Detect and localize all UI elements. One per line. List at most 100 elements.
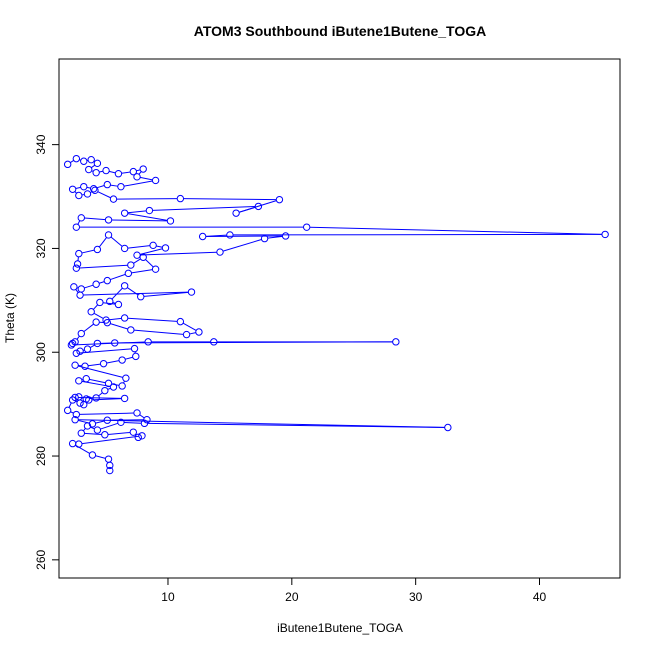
data-point bbox=[104, 216, 113, 224]
series-segment bbox=[110, 273, 126, 281]
data-point bbox=[302, 223, 311, 231]
series-segment bbox=[70, 411, 74, 414]
data-point bbox=[210, 338, 218, 346]
data-point bbox=[120, 209, 129, 217]
data-point bbox=[120, 244, 129, 253]
data-point bbox=[137, 293, 145, 301]
data-point bbox=[73, 260, 82, 268]
series-segment bbox=[107, 431, 131, 435]
y-tick-label: 280 bbox=[34, 446, 48, 466]
data-point bbox=[68, 396, 77, 404]
data-point bbox=[139, 165, 147, 173]
data-point bbox=[122, 374, 130, 382]
data-point bbox=[72, 410, 81, 419]
x-tick-label: 10 bbox=[161, 590, 175, 604]
data-point bbox=[101, 431, 109, 439]
data-point bbox=[151, 265, 160, 273]
plot-frame bbox=[58, 58, 621, 579]
y-tick-label: 300 bbox=[34, 342, 48, 362]
series-segment bbox=[143, 291, 189, 297]
data-point bbox=[72, 349, 81, 357]
data-point bbox=[106, 461, 114, 470]
data-point bbox=[118, 382, 126, 390]
data-point bbox=[88, 451, 97, 459]
series-segment bbox=[81, 249, 95, 254]
data-point bbox=[80, 182, 88, 191]
series-segment bbox=[84, 284, 94, 289]
data-point bbox=[120, 314, 129, 322]
series-segment bbox=[127, 287, 139, 296]
data-point bbox=[72, 264, 81, 272]
data-point bbox=[198, 232, 207, 241]
data-point bbox=[63, 406, 72, 415]
data-point bbox=[120, 282, 129, 290]
data-point bbox=[166, 217, 175, 225]
series-segment bbox=[111, 287, 123, 300]
series-segment bbox=[79, 264, 128, 269]
series-line bbox=[68, 159, 602, 459]
data-point bbox=[134, 433, 142, 442]
data-point bbox=[151, 176, 160, 185]
data-point bbox=[93, 339, 102, 348]
data-point bbox=[68, 339, 77, 348]
data-point bbox=[103, 318, 111, 327]
data-point bbox=[129, 428, 138, 436]
series-segment bbox=[127, 245, 150, 249]
data-point bbox=[601, 230, 609, 239]
data-point bbox=[114, 300, 123, 309]
data-point bbox=[77, 429, 85, 437]
data-point bbox=[82, 375, 90, 383]
series-segment bbox=[147, 422, 445, 428]
series-segment bbox=[82, 428, 86, 432]
series-segment bbox=[93, 304, 99, 310]
series-segment bbox=[79, 412, 134, 415]
y-axis: 260 280 300 320 340 bbox=[34, 134, 59, 570]
series-segment bbox=[96, 185, 105, 189]
series-segment bbox=[111, 219, 168, 222]
series-segment bbox=[117, 341, 393, 344]
series-segment bbox=[267, 235, 283, 239]
x-tick-label: 40 bbox=[533, 590, 547, 604]
data-point bbox=[87, 308, 95, 316]
data-point bbox=[392, 338, 400, 346]
series-segment bbox=[81, 435, 139, 445]
data-point bbox=[101, 386, 109, 395]
series-segment bbox=[133, 258, 141, 264]
series-segment bbox=[156, 245, 163, 248]
series-segment bbox=[84, 432, 102, 436]
data-point bbox=[232, 209, 240, 217]
series-segment bbox=[125, 356, 133, 360]
data-point bbox=[226, 231, 234, 239]
series-segment bbox=[89, 378, 106, 384]
data-point bbox=[83, 422, 92, 430]
data-point bbox=[88, 420, 97, 428]
data-point bbox=[70, 283, 78, 291]
data-point bbox=[281, 232, 290, 240]
x-axis-label: iButene1Butene_TOGA bbox=[277, 621, 403, 635]
data-point bbox=[275, 195, 284, 204]
series-segment bbox=[140, 176, 153, 181]
data-point bbox=[143, 416, 151, 424]
series-segment bbox=[189, 332, 196, 335]
data-point bbox=[71, 393, 79, 402]
series-segment bbox=[136, 169, 141, 172]
data-point bbox=[75, 249, 83, 258]
data-point bbox=[120, 394, 129, 403]
series-segment bbox=[90, 426, 95, 430]
data-point bbox=[138, 432, 146, 440]
series-segment bbox=[138, 171, 142, 175]
series-segment bbox=[131, 269, 153, 274]
data-point bbox=[139, 253, 147, 261]
data-point bbox=[161, 244, 170, 252]
data-point bbox=[103, 416, 111, 424]
data-point bbox=[93, 426, 102, 434]
series-segment bbox=[75, 186, 81, 190]
data-point bbox=[182, 330, 191, 339]
data-point bbox=[103, 180, 111, 189]
y-tick-label: 340 bbox=[34, 134, 48, 154]
series-segment bbox=[76, 335, 80, 340]
series-segment bbox=[91, 164, 96, 169]
series-segment bbox=[95, 455, 106, 459]
